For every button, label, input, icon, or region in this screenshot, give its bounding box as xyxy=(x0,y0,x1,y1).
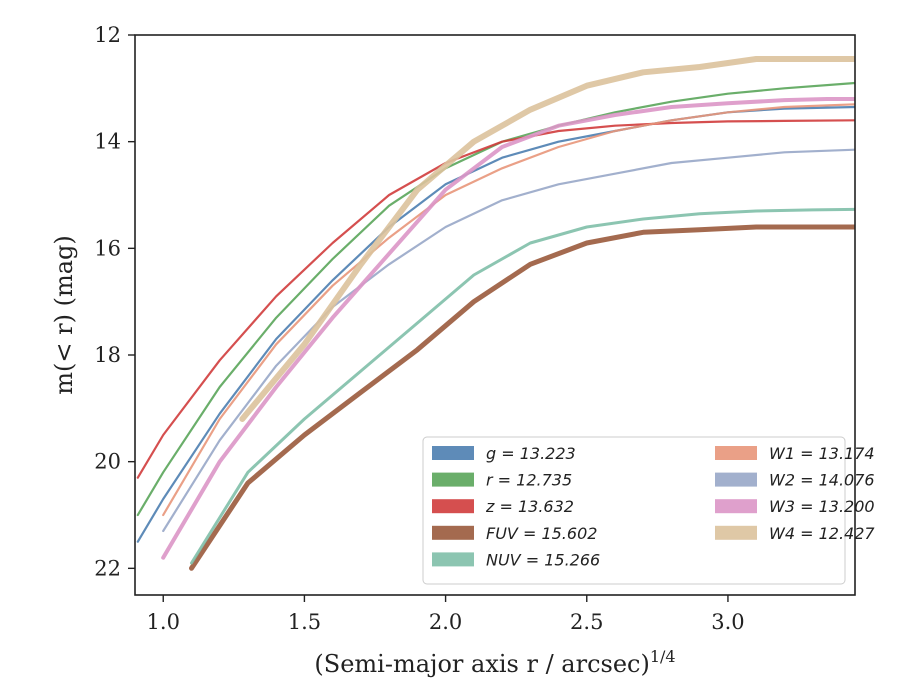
series-line-7 xyxy=(161,97,855,560)
legend-label-6: W2 = 14.076 xyxy=(769,471,875,490)
x-axis-label-superscript: 1/4 xyxy=(650,647,676,666)
x-axis-ticks: 1.0 1.5 2.0 2.5 3.0 xyxy=(147,595,745,634)
y-axis-label: m(< r) (mag) xyxy=(50,235,78,394)
y-tick-label-3: 18 xyxy=(94,343,121,367)
legend-label-0: g = 13.223 xyxy=(486,444,576,463)
legend-label-4: NUV = 15.266 xyxy=(486,550,600,569)
series-line-2 xyxy=(136,119,855,479)
legend-label-1: r = 12.735 xyxy=(486,471,572,490)
legend-label-5: W1 = 13.174 xyxy=(769,444,875,463)
series-line-1 xyxy=(136,81,855,517)
y-axis-ticks: 12 14 16 18 20 22 xyxy=(94,23,135,580)
y-tick-label-0: 12 xyxy=(94,23,121,47)
series-layer xyxy=(136,56,855,571)
legend-swatch-6 xyxy=(715,472,757,487)
legend-label-8: W4 = 12.427 xyxy=(769,524,875,543)
legend-label-7: W3 = 13.200 xyxy=(769,497,875,516)
x-axis-label: (Semi-major axis r / arcsec)1/4 xyxy=(314,647,675,678)
y-tick-label-5: 22 xyxy=(94,556,121,580)
x-tick-label-2: 2.0 xyxy=(429,610,462,634)
legend-swatch-7 xyxy=(715,499,757,514)
legend-label-3: FUV = 15.602 xyxy=(486,524,597,543)
x-tick-label-4: 3.0 xyxy=(711,610,744,634)
series-line-6 xyxy=(162,148,855,533)
series-line-4 xyxy=(190,207,855,565)
legend-swatch-0 xyxy=(432,446,474,460)
legend-swatch-5 xyxy=(715,446,757,460)
legend-swatch-4 xyxy=(432,552,474,567)
plot-frame xyxy=(134,34,856,596)
series-line-3 xyxy=(189,224,855,571)
x-axis-label-text: (Semi-major axis r / arcsec) xyxy=(314,650,649,678)
x-tick-label-3: 2.5 xyxy=(570,610,603,634)
legend-label-2: z = 13.632 xyxy=(485,497,574,516)
series-line-5 xyxy=(162,103,855,517)
legend: g = 13.223 r = 12.735 z = 13.632 FUV = 15.6… xyxy=(422,436,875,585)
y-tick-label-1: 14 xyxy=(94,130,121,154)
legend-swatch-3 xyxy=(432,525,474,540)
y-tick-label-4: 20 xyxy=(94,450,121,474)
y-tick-label-2: 16 xyxy=(94,236,121,260)
x-tick-label-0: 1.0 xyxy=(147,610,180,634)
legend-swatch-1 xyxy=(432,472,474,487)
legend-swatch-8 xyxy=(715,525,757,540)
series-line-8 xyxy=(239,56,855,422)
x-tick-label-1: 1.5 xyxy=(288,610,321,634)
legend-swatch-2 xyxy=(432,499,474,514)
